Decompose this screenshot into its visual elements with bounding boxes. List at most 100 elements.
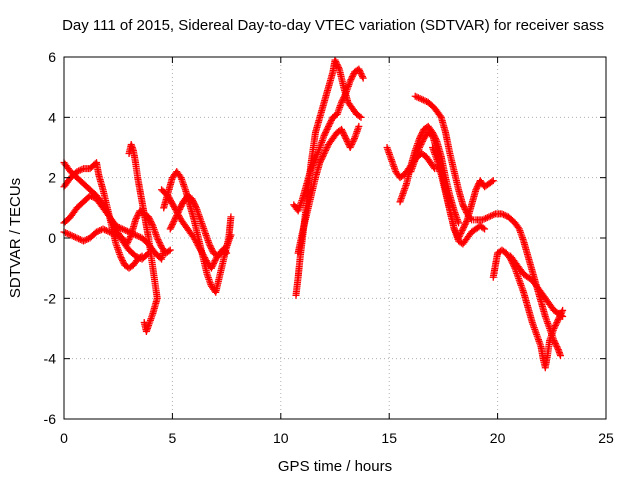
data-point xyxy=(190,199,198,207)
data-point xyxy=(133,213,141,221)
data-point xyxy=(133,232,141,240)
data-point xyxy=(309,160,317,168)
data-point xyxy=(347,142,355,150)
data-point xyxy=(462,207,470,215)
data-point xyxy=(70,232,78,240)
data-point xyxy=(556,352,564,360)
series-trace-18 xyxy=(507,252,567,320)
data-point xyxy=(463,217,471,225)
data-point xyxy=(418,139,426,147)
data-point xyxy=(498,210,506,218)
data-point xyxy=(227,213,235,221)
data-point xyxy=(341,133,349,141)
data-point xyxy=(176,205,184,213)
data-point xyxy=(472,186,480,194)
data-point xyxy=(421,97,429,105)
series-trace-8 xyxy=(166,192,235,260)
data-point xyxy=(65,230,73,238)
data-point xyxy=(551,340,559,348)
data-point xyxy=(154,236,162,244)
data-point xyxy=(189,198,197,206)
data-point xyxy=(325,121,333,129)
data-point xyxy=(461,220,469,228)
data-point xyxy=(341,91,349,99)
data-point xyxy=(125,236,133,244)
data-point xyxy=(320,150,328,158)
data-point xyxy=(359,74,367,82)
data-point xyxy=(117,234,125,242)
data-point xyxy=(419,96,427,104)
data-point xyxy=(188,195,196,203)
data-point xyxy=(339,128,347,136)
data-point xyxy=(487,212,495,220)
data-point xyxy=(338,97,346,105)
data-point xyxy=(500,211,508,219)
data-point xyxy=(327,116,335,124)
data-point xyxy=(153,234,161,242)
grid-lines xyxy=(64,57,606,419)
data-point xyxy=(140,318,148,326)
data-point xyxy=(321,130,329,138)
data-point xyxy=(478,216,486,224)
series-trace-17 xyxy=(489,246,567,372)
data-point xyxy=(172,213,180,221)
data-point xyxy=(485,213,493,221)
data-point xyxy=(416,94,424,102)
data-point xyxy=(339,95,347,103)
data-point xyxy=(551,323,559,331)
data-point xyxy=(333,61,341,69)
data-point xyxy=(340,130,348,138)
data-point xyxy=(171,214,179,222)
data-point xyxy=(467,214,474,222)
data-point xyxy=(166,225,174,233)
series-trace-7 xyxy=(160,168,235,296)
y-tick-label: 0 xyxy=(48,230,56,246)
data-point xyxy=(99,225,107,233)
data-point xyxy=(326,119,334,127)
data-point xyxy=(93,228,101,236)
y-tick-label: 6 xyxy=(48,49,56,65)
data-point xyxy=(173,211,181,219)
data-point xyxy=(346,144,354,151)
data-point xyxy=(209,261,217,269)
data-point xyxy=(348,74,356,82)
data-point xyxy=(137,253,145,261)
data-point xyxy=(460,204,468,212)
data-point xyxy=(323,144,331,151)
data-point xyxy=(96,226,104,234)
data-point xyxy=(436,112,444,120)
x-tick-label: 0 xyxy=(60,430,68,446)
data-point xyxy=(332,59,340,67)
data-point xyxy=(554,344,562,352)
data-point xyxy=(340,94,348,102)
data-point xyxy=(557,311,565,319)
data-point xyxy=(327,118,335,126)
data-point xyxy=(169,201,177,209)
data-point xyxy=(205,240,213,248)
x-tick-label: 5 xyxy=(169,430,177,446)
data-point xyxy=(416,142,424,150)
data-point xyxy=(168,199,176,207)
data-point xyxy=(356,68,364,76)
data-point xyxy=(322,145,330,153)
data-point xyxy=(168,220,176,228)
data-point xyxy=(135,232,143,240)
data-point xyxy=(324,122,332,130)
data-point xyxy=(417,140,425,148)
data-point xyxy=(488,211,496,219)
data-point xyxy=(117,254,125,262)
data-point xyxy=(67,231,75,239)
y-tick-label: -2 xyxy=(44,290,57,306)
data-point xyxy=(483,214,491,222)
data-point xyxy=(167,196,175,204)
x-axis-title: GPS time / hours xyxy=(278,458,392,475)
data-point xyxy=(473,184,481,192)
data-point xyxy=(81,236,89,244)
data-point xyxy=(358,71,366,79)
data-point xyxy=(75,235,83,243)
data-point xyxy=(346,77,354,85)
data-point xyxy=(208,246,216,254)
data-point xyxy=(550,325,558,332)
y-tick-label: -6 xyxy=(44,411,57,427)
data-point xyxy=(460,223,468,231)
